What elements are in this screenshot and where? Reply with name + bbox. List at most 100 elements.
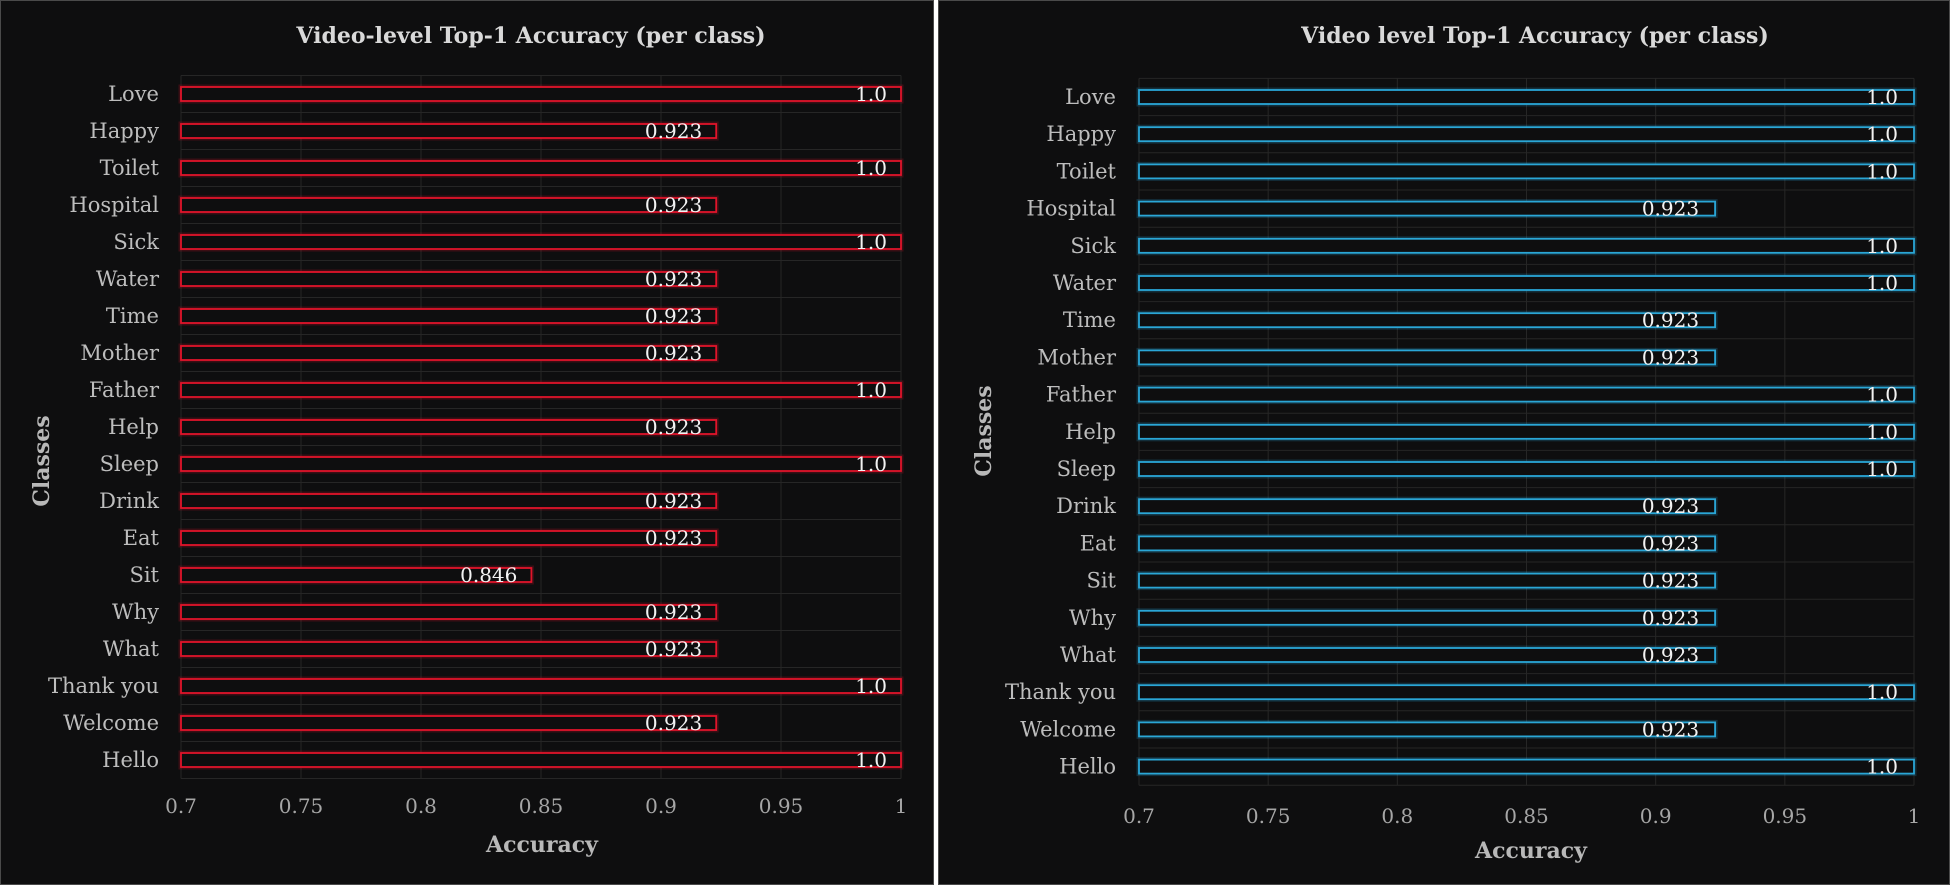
right-bar-14: [1138, 609, 1716, 626]
left-bar-chart: Video-level Top-1 Accuracy (per class) Lo…: [29, 23, 908, 858]
left-bar-9: [180, 419, 718, 435]
right-value-label-6: 0.923: [1642, 308, 1699, 332]
right-value-label-17: 0.923: [1642, 717, 1699, 741]
left-bar-15: [180, 641, 718, 657]
right-xtick-label-6: 1: [1908, 804, 1921, 828]
right-value-label-11: 0.923: [1642, 494, 1699, 518]
right-bar-5: [1138, 275, 1915, 291]
right-bar-11: [1138, 498, 1716, 515]
left-value-label-10: 1.0: [855, 452, 887, 476]
right-bar-8: [1138, 386, 1915, 403]
right-category-label-11: Drink: [1056, 494, 1116, 518]
right-category-label-5: Water: [1053, 271, 1117, 295]
left-bar-13: [180, 567, 533, 583]
right-category-label-4: Sick: [1070, 234, 1116, 258]
right-value-label-18: 1.0: [1866, 755, 1898, 779]
left-chart-panel: Video-level Top-1 Accuracy (per class) Lo…: [0, 0, 934, 885]
right-value-label-8: 1.0: [1866, 383, 1898, 407]
right-bar-9: [1138, 423, 1915, 440]
left-category-label-0: Love: [108, 82, 159, 106]
right-bar-3: [1138, 200, 1716, 217]
left-category-label-17: Welcome: [63, 711, 159, 735]
right-value-label-7: 0.923: [1642, 345, 1699, 369]
left-category-label-14: Why: [112, 600, 159, 624]
left-category-label-7: Mother: [80, 341, 160, 365]
left-chart-title: Video-level Top-1 Accuracy (per class): [295, 23, 765, 49]
left-bar-18: [180, 752, 902, 768]
right-bar-15: [1138, 647, 1716, 663]
left-bar-4: [180, 234, 902, 250]
left-category-label-3: Hospital: [69, 193, 159, 217]
left-bar-11: [180, 493, 718, 509]
left-xtick-label-5: 0.95: [759, 794, 804, 818]
right-chart-panel: Video level Top-1 Accuracy (per class) Lo…: [938, 0, 1950, 885]
left-category-label-5: Water: [96, 267, 160, 291]
right-value-label-10: 1.0: [1866, 457, 1898, 481]
right-xtick-label-5: 0.95: [1763, 804, 1808, 828]
left-value-label-7: 0.923: [645, 341, 702, 365]
right-xtick-label-1: 0.75: [1246, 804, 1291, 828]
left-value-label-5: 0.923: [645, 267, 702, 291]
right-bar-4: [1138, 237, 1915, 254]
left-category-label-8: Father: [89, 378, 160, 402]
left-category-label-15: What: [103, 637, 160, 661]
left-category-label-10: Sleep: [100, 452, 159, 476]
left-value-label-15: 0.923: [645, 637, 702, 661]
right-category-label-1: Happy: [1046, 122, 1116, 146]
left-category-label-16: Thank you: [48, 674, 159, 698]
right-category-label-8: Father: [1046, 383, 1117, 407]
right-category-label-14: Why: [1069, 606, 1116, 630]
left-value-label-17: 0.923: [645, 711, 702, 735]
left-xtick-label-1: 0.75: [279, 794, 324, 818]
right-value-label-9: 1.0: [1866, 420, 1898, 444]
left-xtick-label-2: 0.8: [405, 794, 437, 818]
left-value-label-0: 1.0: [855, 82, 887, 106]
left-value-label-13: 0.846: [460, 563, 517, 587]
left-category-label-13: Sit: [129, 563, 159, 587]
left-y-axis-label: Classes: [29, 415, 55, 506]
right-bar-10: [1138, 461, 1915, 477]
right-category-label-0: Love: [1065, 85, 1116, 109]
left-category-label-11: Drink: [99, 489, 159, 513]
right-value-label-15: 0.923: [1642, 643, 1699, 667]
right-category-label-18: Hello: [1059, 755, 1116, 779]
right-category-label-10: Sleep: [1057, 457, 1116, 481]
right-category-label-3: Hospital: [1026, 197, 1116, 221]
right-xtick-label-3: 0.85: [1504, 804, 1549, 828]
right-value-label-0: 1.0: [1866, 85, 1898, 109]
left-value-label-8: 1.0: [855, 378, 887, 402]
right-category-label-2: Toilet: [1057, 159, 1117, 183]
left-xtick-label-3: 0.85: [519, 794, 564, 818]
right-value-label-13: 0.923: [1642, 569, 1699, 593]
right-category-label-17: Welcome: [1020, 717, 1116, 741]
right-bar-17: [1138, 721, 1716, 738]
right-bar-16: [1138, 684, 1915, 701]
right-x-axis-label: Accuracy: [1474, 838, 1588, 864]
right-value-label-14: 0.923: [1642, 606, 1699, 630]
left-bar-5: [180, 271, 718, 287]
right-bar-6: [1138, 312, 1716, 329]
right-value-label-2: 1.0: [1866, 159, 1898, 183]
right-bar-2: [1138, 163, 1915, 180]
right-xtick-label-4: 0.9: [1640, 804, 1672, 828]
left-x-axis-label: Accuracy: [485, 832, 599, 858]
left-bar-6: [180, 308, 718, 324]
left-value-label-6: 0.923: [645, 304, 702, 328]
right-bar-chart: Video level Top-1 Accuracy (per class) Lo…: [971, 23, 1921, 864]
right-y-axis-label: Classes: [971, 385, 997, 476]
left-bar-12: [180, 530, 718, 546]
left-xtick-label-6: 1: [895, 794, 908, 818]
left-bar-17: [180, 715, 718, 731]
left-bar-1: [180, 123, 718, 139]
left-value-label-2: 1.0: [855, 156, 887, 180]
left-bar-0: [180, 86, 902, 102]
right-value-label-5: 1.0: [1866, 271, 1898, 295]
right-category-label-15: What: [1060, 643, 1117, 667]
right-value-label-12: 0.923: [1642, 531, 1699, 555]
right-category-label-7: Mother: [1037, 345, 1117, 369]
right-category-label-16: Thank you: [1005, 680, 1116, 704]
left-category-label-4: Sick: [113, 230, 159, 254]
left-value-label-11: 0.923: [645, 489, 702, 513]
right-xtick-label-0: 0.7: [1123, 804, 1155, 828]
left-value-label-12: 0.923: [645, 526, 702, 550]
